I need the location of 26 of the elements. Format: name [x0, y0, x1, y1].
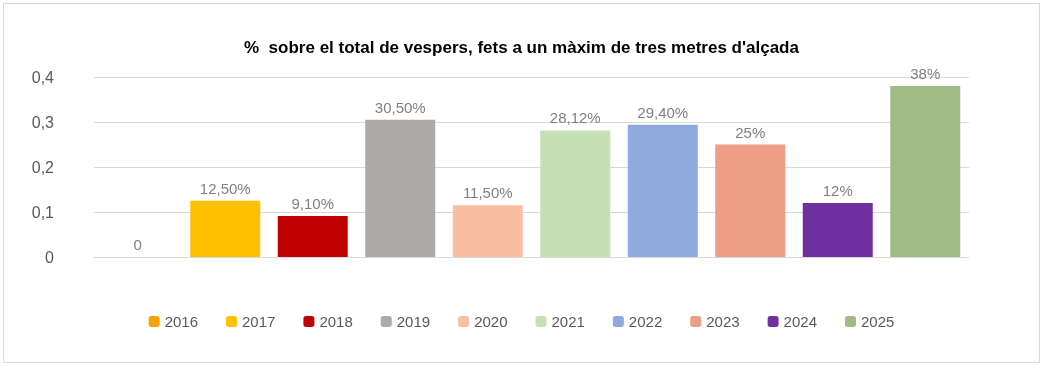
y-tick-label: 0 — [45, 248, 55, 266]
y-tick-label: 0,1 — [31, 203, 55, 221]
data-label: 9,10% — [291, 195, 335, 213]
data-label: 29,40% — [637, 103, 689, 121]
data-label: 12% — [822, 182, 853, 199]
data-label: 11,50% — [462, 184, 513, 202]
data-label: 25% — [735, 123, 766, 141]
data-label: 38% — [910, 65, 941, 82]
legend-label: 2022 — [628, 313, 663, 330]
data-label: 28,12% — [549, 109, 601, 127]
y-tick-label: 0,3 — [31, 113, 55, 131]
y-tick-label: 0,2 — [31, 158, 55, 176]
data-label: 0 — [133, 236, 142, 253]
legend-label: 2016 — [164, 313, 199, 330]
legend-label: 2024 — [783, 313, 817, 330]
y-tick-label: 0,4 — [31, 68, 55, 86]
data-label: 30,50% — [374, 98, 426, 116]
legend-label: 2018 — [319, 313, 353, 330]
legend-label: 2017 — [242, 313, 276, 330]
legend-label: 2020 — [474, 313, 508, 330]
legend-label: 2025 — [860, 313, 895, 330]
legend-label: 2021 — [551, 313, 585, 330]
chart-title: % sobre el total de vespers, fets a un màxim de tres metres d'alçada — [244, 38, 800, 57]
legend-label: 2023 — [706, 313, 740, 330]
legend-label: 2019 — [396, 313, 431, 330]
data-label: 12,50% — [199, 179, 251, 197]
